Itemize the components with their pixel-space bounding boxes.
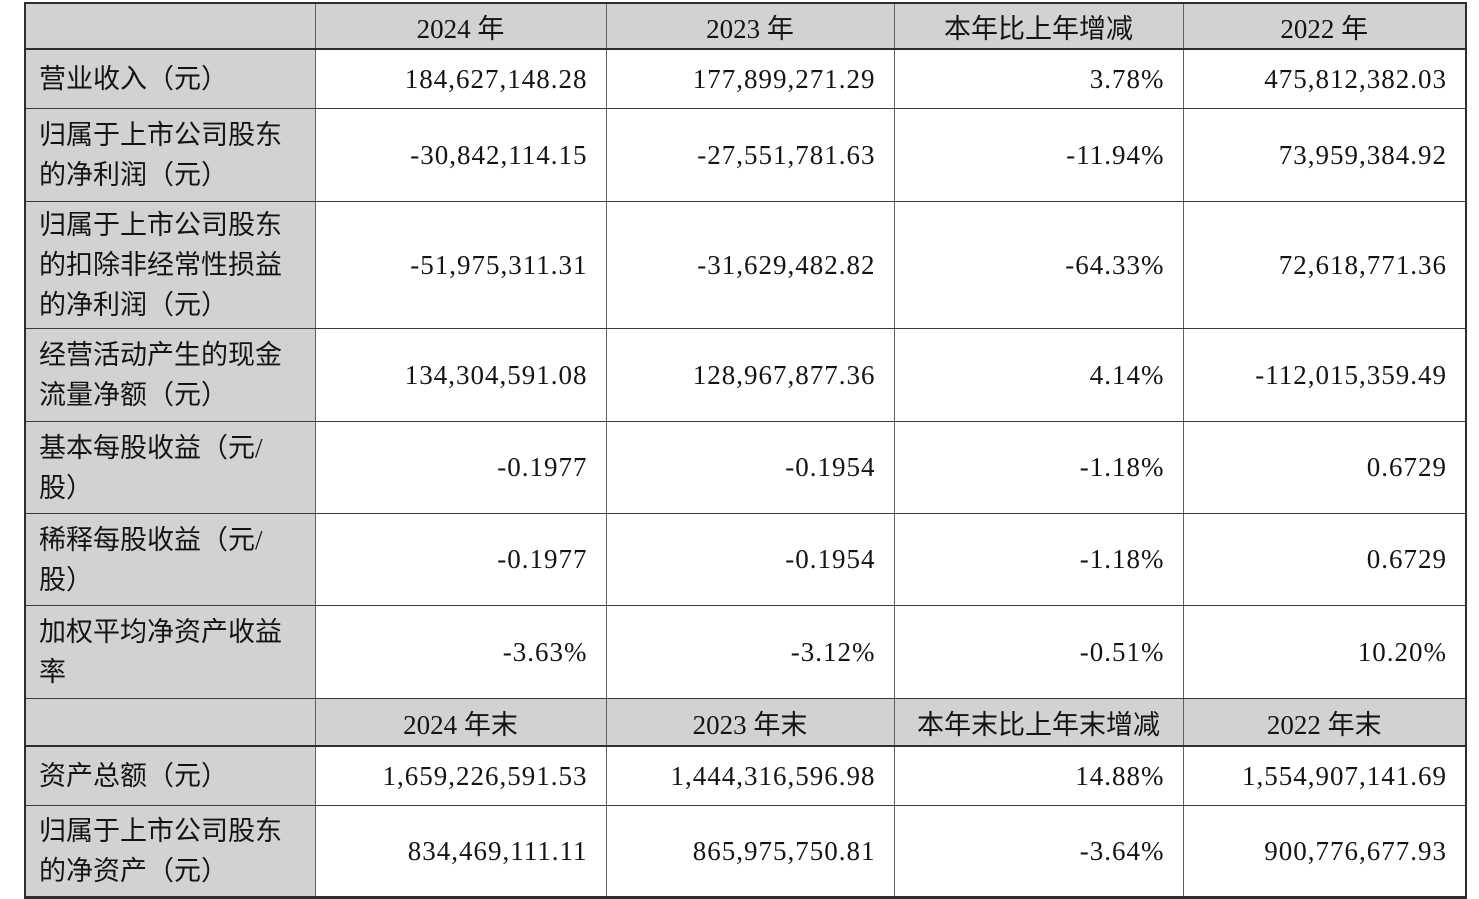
value-2024: 134,304,591.08 bbox=[314, 328, 607, 422]
value-2023: -0.1954 bbox=[605, 513, 895, 606]
row-label: 归属于上市公司股东 的扣除非经常性损益 的净利润（元） bbox=[24, 201, 316, 329]
value-2024: -30,842,114.15 bbox=[314, 108, 607, 202]
value-yoy-change: -0.51% bbox=[893, 605, 1184, 699]
header-col-2024: 2024 年 bbox=[314, 2, 607, 50]
value-yoy-change: -64.33% bbox=[893, 201, 1184, 329]
value-yoy-change: -1.18% bbox=[893, 513, 1184, 606]
table-row-net-profit: 归属于上市公司股东 的净利润（元） -30,842,114.15 -27,551… bbox=[24, 108, 1467, 202]
header-col-yoy-change: 本年比上年增减 bbox=[893, 2, 1184, 50]
value-year-end-change: -3.64% bbox=[893, 805, 1184, 898]
value-2022: 0.6729 bbox=[1182, 421, 1467, 514]
value-2024-end: 1,659,226,591.53 bbox=[314, 745, 607, 806]
value-2024: -0.1977 bbox=[314, 513, 607, 606]
value-yoy-change: 4.14% bbox=[893, 328, 1184, 422]
header-col-2024-end: 2024 年末 bbox=[314, 698, 607, 747]
header-col-2022-end: 2022 年末 bbox=[1182, 698, 1467, 747]
value-2024-end: 834,469,111.11 bbox=[314, 805, 607, 898]
row-label: 基本每股收益（元/ 股） bbox=[24, 421, 316, 514]
row-label: 营业收入（元） bbox=[24, 48, 316, 109]
value-year-end-change: 14.88% bbox=[893, 745, 1184, 806]
table-row-basic-eps: 基本每股收益（元/ 股） -0.1977 -0.1954 -1.18% 0.67… bbox=[24, 421, 1467, 514]
table-row-net-profit-excl-nonrecurring: 归属于上市公司股东 的扣除非经常性损益 的净利润（元） -51,975,311.… bbox=[24, 201, 1467, 329]
table-row-revenue: 营业收入（元） 184,627,148.28 177,899,271.29 3.… bbox=[24, 48, 1467, 109]
value-2023: -3.12% bbox=[605, 605, 895, 699]
header-corner-cell bbox=[24, 2, 316, 50]
value-2022-end: 900,776,677.93 bbox=[1182, 805, 1467, 898]
value-2022: -112,015,359.49 bbox=[1182, 328, 1467, 422]
value-2023: -0.1954 bbox=[605, 421, 895, 514]
value-2023-end: 1,444,316,596.98 bbox=[605, 745, 895, 806]
row-label: 加权平均净资产收益 率 bbox=[24, 605, 316, 699]
row-label: 稀释每股收益（元/ 股） bbox=[24, 513, 316, 606]
row-label: 归属于上市公司股东 的净资产（元） bbox=[24, 805, 316, 898]
value-2024: -3.63% bbox=[314, 605, 607, 699]
table-row-net-assets: 归属于上市公司股东 的净资产（元） 834,469,111.11 865,975… bbox=[24, 805, 1467, 898]
value-2023: -31,629,482.82 bbox=[605, 201, 895, 329]
table-header-row-annual: 2024 年 2023 年 本年比上年增减 2022 年 bbox=[24, 2, 1467, 50]
value-2023: 128,967,877.36 bbox=[605, 328, 895, 422]
row-label: 归属于上市公司股东 的净利润（元） bbox=[24, 108, 316, 202]
row-label: 资产总额（元） bbox=[24, 745, 316, 806]
table-row-operating-cash-flow: 经营活动产生的现金 流量净额（元） 134,304,591.08 128,967… bbox=[24, 328, 1467, 422]
value-yoy-change: -11.94% bbox=[893, 108, 1184, 202]
value-2023: -27,551,781.63 bbox=[605, 108, 895, 202]
value-2023-end: 865,975,750.81 bbox=[605, 805, 895, 898]
value-2022: 0.6729 bbox=[1182, 513, 1467, 606]
header-col-2023-end: 2023 年末 bbox=[605, 698, 895, 747]
value-yoy-change: 3.78% bbox=[893, 48, 1184, 109]
value-2022: 72,618,771.36 bbox=[1182, 201, 1467, 329]
header-col-2022: 2022 年 bbox=[1182, 2, 1467, 50]
value-2022-end: 1,554,907,141.69 bbox=[1182, 745, 1467, 806]
value-2024: -51,975,311.31 bbox=[314, 201, 607, 329]
header-corner-cell bbox=[24, 698, 316, 747]
row-label: 经营活动产生的现金 流量净额（元） bbox=[24, 328, 316, 422]
header-col-year-end-change: 本年末比上年末增减 bbox=[893, 698, 1184, 747]
value-2022: 475,812,382.03 bbox=[1182, 48, 1467, 109]
table-row-weighted-avg-roe: 加权平均净资产收益 率 -3.63% -3.12% -0.51% 10.20% bbox=[24, 605, 1467, 699]
table-row-diluted-eps: 稀释每股收益（元/ 股） -0.1977 -0.1954 -1.18% 0.67… bbox=[24, 513, 1467, 606]
value-2024: 184,627,148.28 bbox=[314, 48, 607, 109]
table-row-total-assets: 资产总额（元） 1,659,226,591.53 1,444,316,596.9… bbox=[24, 745, 1467, 806]
value-2022: 10.20% bbox=[1182, 605, 1467, 699]
header-col-2023: 2023 年 bbox=[605, 2, 895, 50]
value-2024: -0.1977 bbox=[314, 421, 607, 514]
table-header-row-year-end: 2024 年末 2023 年末 本年末比上年末增减 2022 年末 bbox=[24, 698, 1467, 747]
financial-summary-table: 2024 年 2023 年 本年比上年增减 2022 年 营业收入（元） 184… bbox=[24, 2, 1467, 899]
value-2023: 177,899,271.29 bbox=[605, 48, 895, 109]
value-2022: 73,959,384.92 bbox=[1182, 108, 1467, 202]
value-yoy-change: -1.18% bbox=[893, 421, 1184, 514]
